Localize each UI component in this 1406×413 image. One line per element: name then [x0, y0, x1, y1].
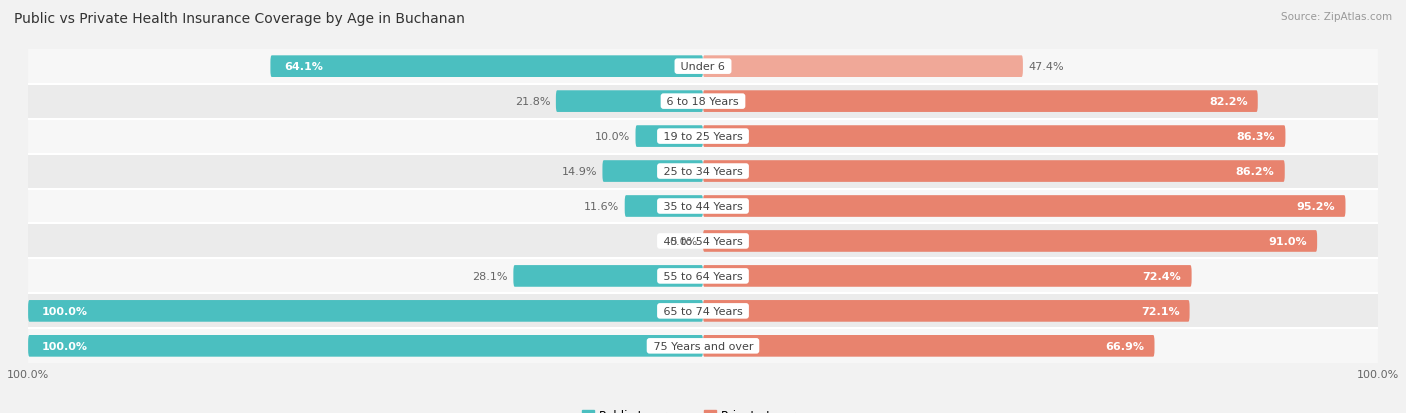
Text: 86.2%: 86.2% — [1236, 166, 1275, 177]
FancyBboxPatch shape — [703, 196, 1346, 217]
Text: 55 to 64 Years: 55 to 64 Years — [659, 271, 747, 281]
FancyBboxPatch shape — [28, 294, 1378, 329]
Text: 72.1%: 72.1% — [1140, 306, 1180, 316]
FancyBboxPatch shape — [270, 56, 703, 78]
Text: 82.2%: 82.2% — [1209, 97, 1247, 107]
FancyBboxPatch shape — [703, 266, 1192, 287]
Text: 100.0%: 100.0% — [42, 306, 87, 316]
FancyBboxPatch shape — [703, 335, 1154, 357]
Text: 72.4%: 72.4% — [1143, 271, 1181, 281]
FancyBboxPatch shape — [513, 266, 703, 287]
Text: 45 to 54 Years: 45 to 54 Years — [659, 236, 747, 247]
FancyBboxPatch shape — [28, 189, 1378, 224]
FancyBboxPatch shape — [703, 300, 1189, 322]
FancyBboxPatch shape — [28, 50, 1378, 84]
Text: 47.4%: 47.4% — [1028, 62, 1064, 72]
FancyBboxPatch shape — [703, 56, 1024, 78]
Text: 91.0%: 91.0% — [1268, 236, 1308, 247]
Text: 86.3%: 86.3% — [1237, 132, 1275, 142]
Text: Under 6: Under 6 — [678, 62, 728, 72]
Text: 65 to 74 Years: 65 to 74 Years — [659, 306, 747, 316]
FancyBboxPatch shape — [28, 335, 703, 357]
FancyBboxPatch shape — [28, 259, 1378, 294]
FancyBboxPatch shape — [28, 119, 1378, 154]
Text: 100.0%: 100.0% — [42, 341, 87, 351]
Text: 6 to 18 Years: 6 to 18 Years — [664, 97, 742, 107]
FancyBboxPatch shape — [602, 161, 703, 183]
FancyBboxPatch shape — [636, 126, 703, 147]
Text: 75 Years and over: 75 Years and over — [650, 341, 756, 351]
FancyBboxPatch shape — [703, 161, 1285, 183]
FancyBboxPatch shape — [703, 126, 1285, 147]
FancyBboxPatch shape — [703, 230, 1317, 252]
Text: Source: ZipAtlas.com: Source: ZipAtlas.com — [1281, 12, 1392, 22]
Text: 21.8%: 21.8% — [515, 97, 551, 107]
FancyBboxPatch shape — [28, 84, 1378, 119]
FancyBboxPatch shape — [624, 196, 703, 217]
Text: 66.9%: 66.9% — [1105, 341, 1144, 351]
FancyBboxPatch shape — [28, 329, 1378, 363]
Text: 95.2%: 95.2% — [1296, 202, 1336, 211]
Text: 0.0%: 0.0% — [669, 236, 697, 247]
Text: 19 to 25 Years: 19 to 25 Years — [659, 132, 747, 142]
Text: 25 to 34 Years: 25 to 34 Years — [659, 166, 747, 177]
Text: 64.1%: 64.1% — [284, 62, 323, 72]
FancyBboxPatch shape — [28, 224, 1378, 259]
FancyBboxPatch shape — [28, 300, 703, 322]
FancyBboxPatch shape — [703, 91, 1258, 113]
FancyBboxPatch shape — [28, 154, 1378, 189]
Text: 10.0%: 10.0% — [595, 132, 630, 142]
Text: 14.9%: 14.9% — [561, 166, 598, 177]
Text: 11.6%: 11.6% — [583, 202, 619, 211]
Legend: Public Insurance, Private Insurance: Public Insurance, Private Insurance — [578, 404, 828, 413]
Text: 28.1%: 28.1% — [472, 271, 508, 281]
Text: 35 to 44 Years: 35 to 44 Years — [659, 202, 747, 211]
FancyBboxPatch shape — [555, 91, 703, 113]
Text: Public vs Private Health Insurance Coverage by Age in Buchanan: Public vs Private Health Insurance Cover… — [14, 12, 465, 26]
